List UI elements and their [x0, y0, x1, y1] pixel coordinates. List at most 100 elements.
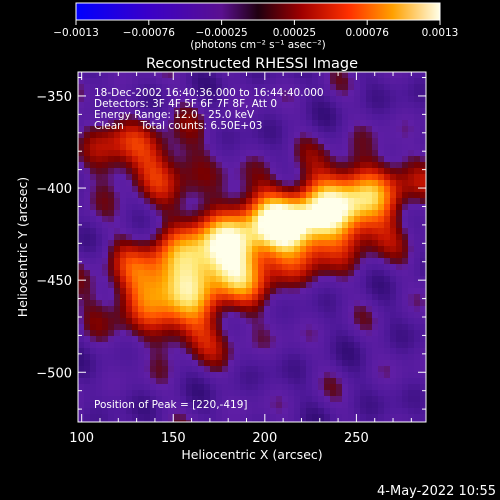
heatmap-cell — [144, 144, 151, 151]
heatmap-cell — [372, 144, 379, 151]
heatmap-cell — [294, 306, 301, 313]
heatmap-cell — [180, 336, 187, 343]
heatmap-cell — [96, 126, 103, 133]
heatmap-cell — [306, 372, 313, 379]
heatmap-cell — [336, 318, 343, 325]
heatmap-cell — [360, 300, 367, 307]
heatmap-cell — [186, 264, 193, 271]
heatmap-cell — [330, 138, 337, 145]
heatmap-cell — [252, 396, 259, 403]
heatmap-cell — [372, 210, 379, 217]
x-axis-label: Heliocentric X (arcsec) — [181, 447, 322, 462]
heatmap-cell — [150, 300, 157, 307]
heatmap-cell — [396, 420, 403, 422]
heatmap-cell — [390, 336, 397, 343]
heatmap-cell — [90, 294, 97, 301]
heatmap-cell — [270, 324, 277, 331]
heatmap-cell — [414, 270, 421, 277]
heatmap-cell — [414, 228, 421, 235]
heatmap-cell — [228, 348, 235, 355]
heatmap-cell — [240, 180, 247, 187]
heatmap-cell — [408, 342, 415, 349]
heatmap-cell — [360, 420, 367, 422]
heatmap-cell — [150, 384, 157, 391]
heatmap-cell — [360, 180, 367, 187]
heatmap-cell — [396, 120, 403, 127]
heatmap-cell — [414, 408, 421, 415]
heatmap-cell — [84, 168, 91, 175]
heatmap-cell — [414, 108, 421, 115]
heatmap-cell — [186, 90, 193, 97]
heatmap-cell — [360, 150, 367, 157]
heatmap-cell — [276, 342, 283, 349]
heatmap-cell — [114, 138, 121, 145]
heatmap-cell — [132, 150, 139, 157]
heatmap-cell — [126, 318, 133, 325]
heatmap-cell — [354, 372, 361, 379]
heatmap-cell — [192, 330, 199, 337]
heatmap-cell — [258, 360, 265, 367]
heatmap-cell — [384, 300, 391, 307]
heatmap-cell — [84, 360, 91, 367]
heatmap-cell — [312, 336, 319, 343]
heatmap-cell — [114, 78, 121, 85]
heatmap-cell — [294, 168, 301, 175]
heatmap-cell — [318, 354, 325, 361]
heatmap-cell — [162, 354, 169, 361]
heatmap-cell — [336, 306, 343, 313]
heatmap-cell — [312, 312, 319, 319]
heatmap-cell — [162, 210, 169, 217]
heatmap-cell — [240, 276, 247, 283]
heatmap-cell — [384, 90, 391, 97]
heatmap-cell — [270, 138, 277, 145]
heatmap-cell — [156, 342, 163, 349]
heatmap-cell — [390, 186, 397, 193]
heatmap-cell — [180, 270, 187, 277]
heatmap-cell — [414, 294, 421, 301]
heatmap-cell — [198, 300, 205, 307]
heatmap-cell — [276, 384, 283, 391]
heatmap-cell — [96, 276, 103, 283]
heatmap-cell — [156, 402, 163, 409]
heatmap-cell — [186, 204, 193, 211]
heatmap-cell — [78, 384, 85, 391]
heatmap-cell — [336, 108, 343, 115]
heatmap-cell — [348, 396, 355, 403]
heatmap-cell — [264, 312, 271, 319]
heatmap-cell — [204, 84, 211, 91]
heatmap-cell — [192, 336, 199, 343]
heatmap-cell — [120, 240, 127, 247]
heatmap-cell — [348, 258, 355, 265]
heatmap-cell — [144, 270, 151, 277]
heatmap-cell — [114, 150, 121, 157]
heatmap-cell — [306, 330, 313, 337]
heatmap-cell — [234, 288, 241, 295]
heatmap-cell — [306, 132, 313, 139]
heatmap-cell — [264, 276, 271, 283]
heatmap-cell — [276, 120, 283, 127]
heatmap-cell — [360, 114, 367, 121]
heatmap-cell — [282, 342, 289, 349]
heatmap-cell — [390, 126, 397, 133]
heatmap-cell — [324, 372, 331, 379]
heatmap-cell — [84, 390, 91, 397]
heatmap-cell — [282, 270, 289, 277]
heatmap-cell — [114, 120, 121, 127]
heatmap-cell — [198, 222, 205, 229]
heatmap-cell — [294, 192, 301, 199]
heatmap-cell — [216, 264, 223, 271]
heatmap-cell — [342, 126, 349, 133]
heatmap-cell — [84, 186, 91, 193]
heatmap-cell — [288, 174, 295, 181]
heatmap-cell — [282, 324, 289, 331]
heatmap-cell — [264, 294, 271, 301]
heatmap-cell — [180, 192, 187, 199]
heatmap-cell — [348, 402, 355, 409]
heatmap-cell — [360, 348, 367, 355]
heatmap-cell — [156, 108, 163, 115]
heatmap-cell — [132, 96, 139, 103]
heatmap-cell — [240, 144, 247, 151]
heatmap-cell — [126, 288, 133, 295]
heatmap-cell — [222, 348, 229, 355]
heatmap-cell — [294, 180, 301, 187]
